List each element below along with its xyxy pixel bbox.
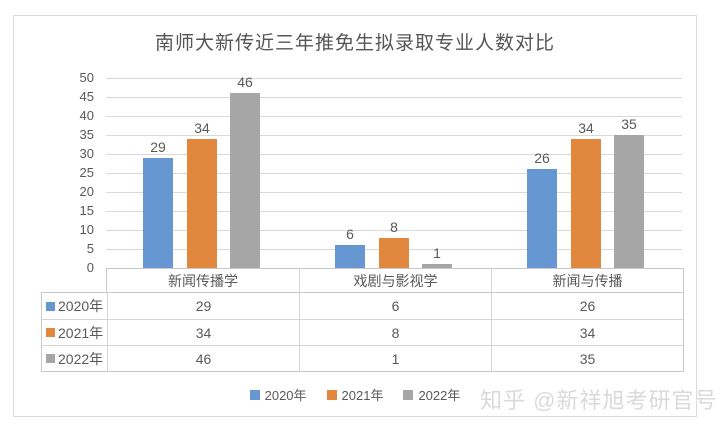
y-axis-tick-label: 25 — [79, 165, 94, 180]
y-axis-tick-label: 30 — [79, 146, 94, 161]
table-value-cell: 34 — [107, 319, 299, 345]
legend-item-2021年: 2021年 — [326, 385, 384, 404]
data-table-body: 2020年 29 6 26 2021年 34 8 34 2022年 46 1 35 — [41, 292, 684, 372]
table-value-cell: 46 — [107, 345, 299, 371]
legend-swatch — [249, 389, 260, 400]
table-row-header-2020年: 2020年 — [42, 293, 107, 319]
table-row-header-label: 2021年 — [58, 324, 104, 341]
legend-label: 2021年 — [341, 388, 384, 403]
legend-swatch — [403, 389, 414, 400]
legend-item-2020年: 2020年 — [249, 385, 307, 404]
y-axis-tick-label: 0 — [86, 260, 94, 275]
y-gridline — [106, 116, 682, 117]
y-axis-tick-label: 50 — [79, 70, 94, 85]
y-axis-tick-label: 20 — [79, 184, 94, 199]
bar-2020年-新闻传播学 — [143, 157, 173, 268]
y-axis-tick-label: 45 — [79, 89, 94, 104]
bar-value-label: 6 — [346, 226, 354, 243]
table-value-cell: 26 — [491, 293, 683, 319]
table-value-cell: 8 — [299, 319, 491, 345]
bar-2021年-戏剧与影视学 — [379, 237, 409, 268]
bar-value-label: 35 — [621, 116, 637, 132]
bar-2020年-新闻与传播 — [527, 169, 557, 268]
category-header-cell: 戏剧与影视学 — [299, 269, 491, 293]
bar-value-label: 34 — [578, 119, 594, 136]
legend-label: 2022年 — [418, 388, 461, 403]
chart-card: 南师大新传近三年推免生拟录取专业人数对比 50 45 40 35 30 25 20 15 10 5… — [13, 15, 697, 417]
table-value-cell: 34 — [491, 319, 683, 345]
series-key-swatch — [46, 354, 55, 363]
y-gridline — [106, 78, 682, 79]
bar-2020年-戏剧与影视学 — [335, 245, 365, 268]
table-row-header-2022年: 2022年 — [42, 345, 107, 371]
category-header-cell: 新闻与传播 — [491, 269, 683, 293]
y-gridline — [106, 97, 682, 98]
y-axis-tick-label: 35 — [79, 127, 94, 142]
y-gridline — [106, 173, 682, 174]
y-gridline — [106, 230, 682, 231]
watermark: 知乎 @新祥旭考研官号 — [480, 388, 717, 413]
bar-value-label: 46 — [237, 74, 253, 91]
series-key-swatch — [46, 328, 55, 337]
legend: 2020年 2021年 2022年 — [14, 385, 696, 404]
y-axis-tick-label: 10 — [79, 222, 94, 237]
chart-title: 南师大新传近三年推免生拟录取专业人数对比 — [154, 33, 555, 54]
table-value-cell: 35 — [491, 345, 683, 371]
data-table-header-row: 新闻传播学 戏剧与影视学 新闻与传播 — [106, 268, 684, 294]
bar-2022年-戏剧与影视学 — [422, 264, 452, 268]
table-value-cell: 1 — [299, 345, 491, 371]
table-row-header-label: 2020年 — [58, 298, 104, 314]
table-value-cell: 29 — [107, 293, 299, 319]
bar-2022年-新闻与传播 — [614, 135, 644, 268]
table-value-cell: 6 — [299, 293, 491, 319]
y-gridline — [106, 211, 682, 212]
legend-label: 2020年 — [264, 388, 307, 403]
bar-2021年-新闻与传播 — [571, 138, 601, 268]
y-gridline — [106, 154, 682, 155]
y-axis-tick-label: 15 — [79, 203, 94, 218]
y-axis-tick-label: 5 — [86, 241, 94, 256]
y-axis-tick-label: 40 — [79, 108, 94, 123]
bar-value-label: 29 — [150, 138, 166, 155]
y-gridline — [106, 192, 682, 193]
bar-value-label: 1 — [433, 245, 441, 262]
category-header-cell: 新闻传播学 — [107, 269, 299, 293]
bar-2021年-新闻传播学 — [187, 138, 217, 268]
y-gridline — [106, 135, 682, 136]
bar-value-label: 34 — [194, 119, 210, 136]
legend-swatch — [326, 389, 337, 400]
bar-value-label: 26 — [534, 150, 550, 167]
bar-value-label: 8 — [390, 218, 398, 235]
bar-2022年-新闻传播学 — [230, 93, 260, 268]
table-row-header-label: 2022年 — [58, 350, 104, 367]
table-row-header-2021年: 2021年 — [42, 319, 107, 345]
legend-item-2022年: 2022年 — [403, 385, 460, 404]
series-key-swatch — [46, 301, 55, 311]
